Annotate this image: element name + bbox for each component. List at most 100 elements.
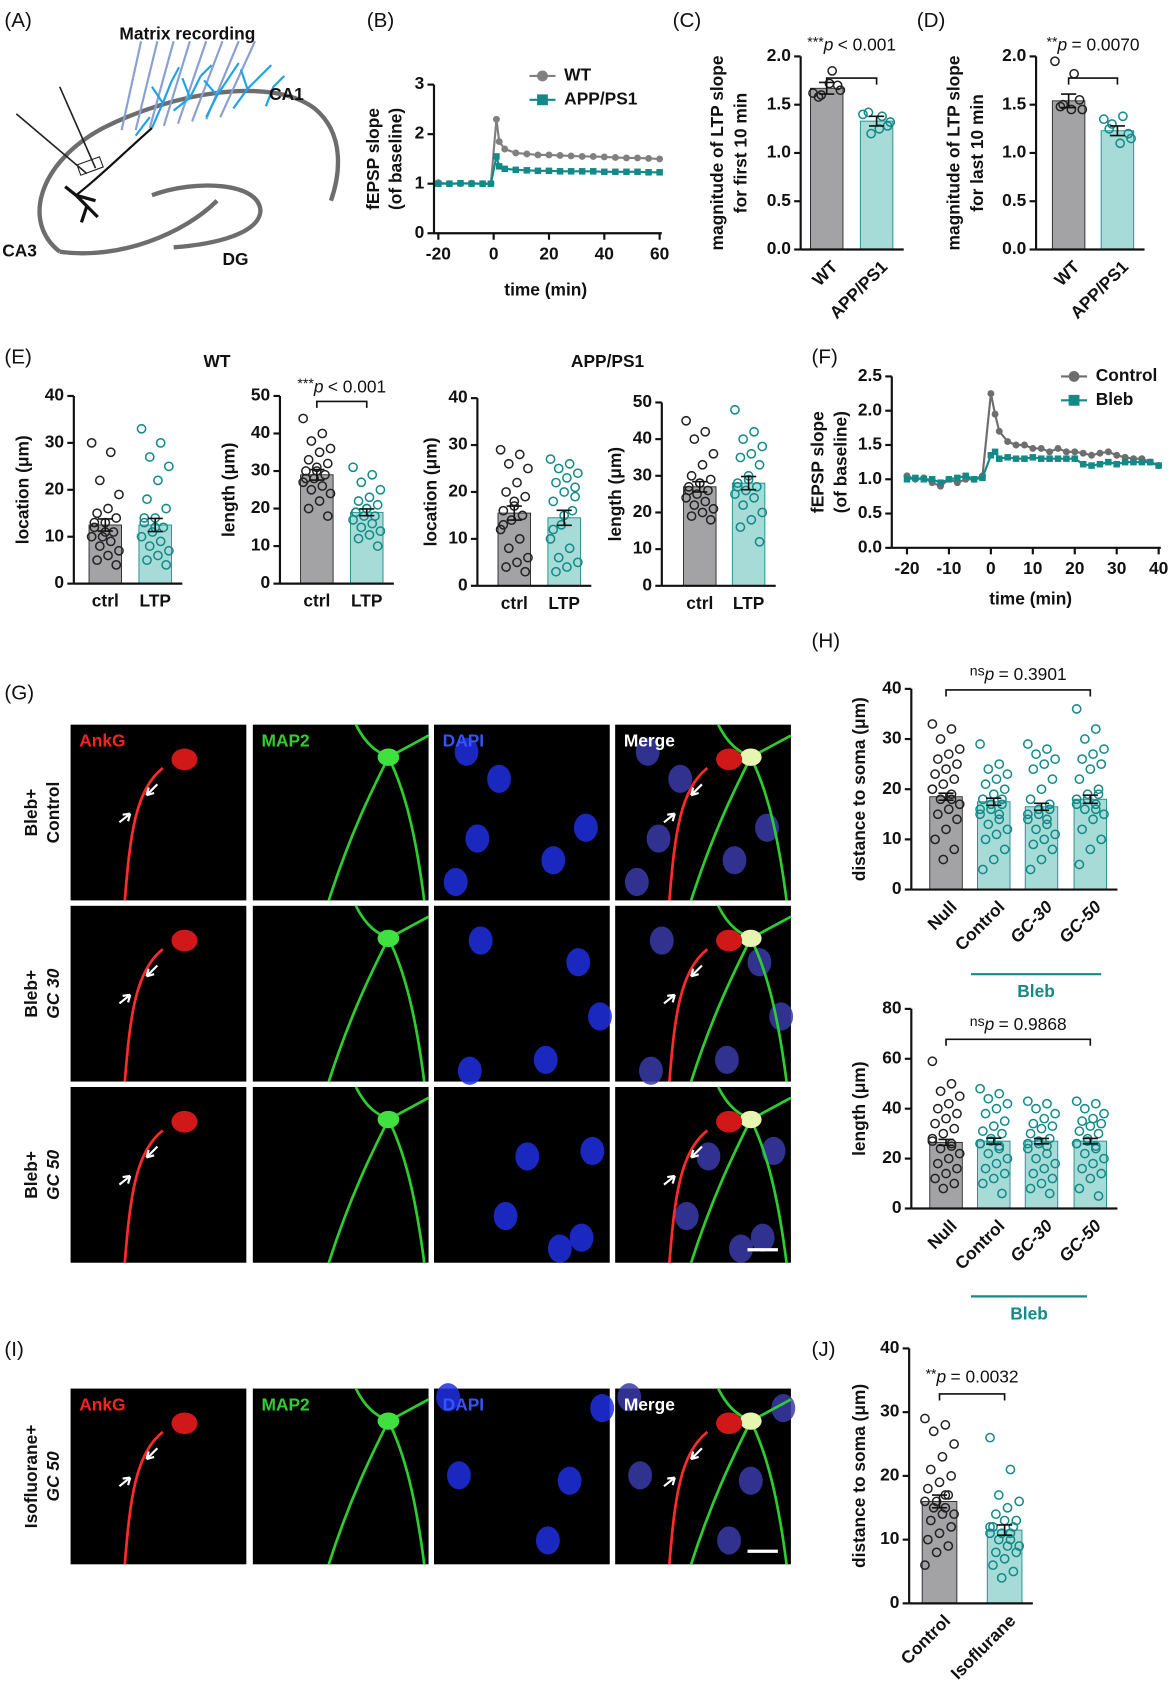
data-point [1039,834,1050,845]
data-point [946,1471,957,1481]
y-tick-label: 10 [448,527,467,547]
data-point [949,1178,960,1189]
data-point [545,454,556,465]
data-point [364,529,375,540]
x-tick-label: Null [923,897,960,934]
error-bar [741,475,757,491]
data-point [1025,1183,1036,1194]
data-point [153,475,163,486]
series-marker [954,474,961,482]
row-label: GC 30 [43,968,63,1018]
data-point [941,1113,951,1124]
error-bar [1082,794,1098,805]
data-point [708,448,719,459]
error-bar [938,792,954,802]
data-point [1036,1123,1047,1134]
series-marker [1054,455,1062,462]
data-point [949,1123,960,1134]
data-point [142,555,152,566]
data-point [934,1477,945,1488]
data-point [353,496,364,506]
series-marker [1004,438,1012,446]
x-tick-label: GC-50 [1055,896,1106,947]
significance-p: p [984,1014,995,1034]
data-point [1044,1188,1055,1199]
series-marker [567,168,575,175]
data-point [1047,1173,1058,1184]
data-point [991,774,1002,785]
data-point [994,1141,1005,1151]
nucleus [566,948,591,977]
data-point [317,481,328,491]
row-label: Isofluorane+ [21,1425,41,1529]
data-point [570,482,580,493]
data-point [983,764,994,775]
significance-text: < 0.001 [328,376,386,396]
y-tick-label: 20 [251,497,270,517]
data-point [975,804,985,815]
data-point [1074,859,1085,870]
x-tick-label: GC-50 [1055,1215,1106,1266]
legend-marker [1068,394,1080,406]
data-point [136,531,147,542]
series-marker [645,169,652,176]
data-point [501,487,511,497]
error-bar [97,518,113,532]
y-axis-label: length (μm) [219,443,239,537]
channel-label: DAPI [443,731,484,751]
data-point [858,109,868,120]
error-bar [309,468,325,481]
data-point [986,1136,996,1147]
data-point [997,1188,1007,1199]
significance-p: p [313,376,324,396]
data-point [988,1560,998,1571]
x-tick-label: ctrl [501,593,528,613]
data-point [996,1572,1007,1583]
data-point [1058,99,1069,110]
error-bar [692,480,708,493]
axon-initial-segment [668,948,709,1082]
x-tick-label: 0 [986,558,996,578]
series-marker [937,479,944,486]
channel-label: MAP2 [262,731,310,751]
legend-marker [537,94,548,106]
series-marker [1046,448,1054,456]
bar [929,1141,963,1209]
data-point [954,1148,965,1159]
data-point [1002,824,1013,835]
data-point [930,834,940,845]
data-point [322,458,333,469]
data-point [364,492,375,503]
data-point [920,1560,930,1571]
y-tick-label: 40 [251,422,270,442]
significance-label: **p = 0.0070 [1047,33,1140,54]
significance-bracket [945,1038,1092,1046]
series-marker [979,474,986,482]
data-point [1042,1141,1052,1151]
nucleus [729,1234,753,1263]
data-point [980,1163,991,1174]
x-tick-label: 40 [595,244,614,264]
series-marker [493,153,500,160]
y-tick-label: 30 [45,431,64,451]
y-tick-label: 0.0 [858,536,882,556]
data-point [1071,794,1082,805]
data-point [1042,1148,1052,1159]
series-marker [534,167,542,175]
data-point [1022,809,1033,820]
data-point [988,1173,999,1184]
significance-bracket [1067,77,1119,85]
data-point [980,1108,991,1119]
data-point [738,500,749,511]
data-point [938,854,949,865]
data-point [943,1153,954,1164]
channel-label: Merge [624,731,675,751]
data-point [306,484,317,495]
data-point [353,533,364,544]
data-point [1090,724,1101,734]
data-point [1028,764,1039,775]
data-point [683,481,694,492]
data-point [1002,1502,1013,1513]
series-marker [512,166,520,174]
series-marker [634,168,641,176]
